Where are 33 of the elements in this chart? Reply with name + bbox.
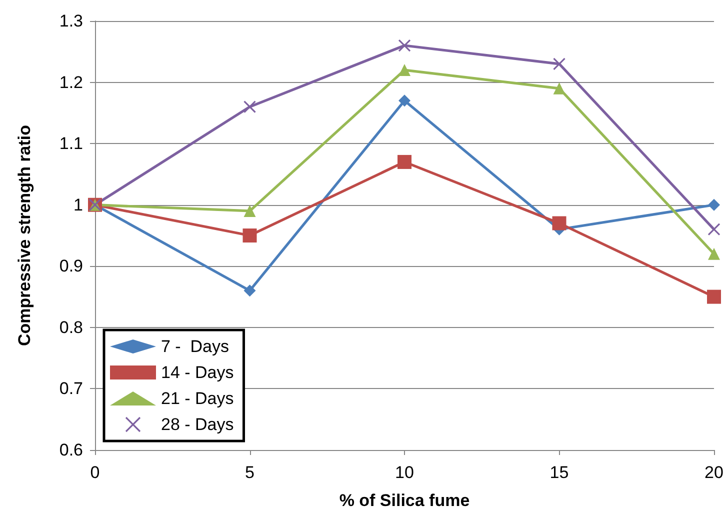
point	[552, 216, 566, 230]
x-axis-title: % of Silica fume	[339, 491, 470, 510]
point	[708, 248, 720, 260]
y-axis-title: Compressive strength ratio	[15, 124, 34, 346]
point	[398, 64, 410, 76]
x-tick-label: 0	[90, 463, 100, 482]
legend-label: 28 - Days	[161, 415, 234, 434]
point	[707, 290, 721, 304]
legend-label: 14 - Days	[161, 363, 234, 382]
point	[553, 82, 566, 94]
point	[552, 58, 566, 70]
point	[242, 228, 257, 242]
point	[398, 39, 411, 52]
legend-label: 7 - Days	[161, 337, 230, 356]
legend-label: 21 - Days	[161, 389, 234, 408]
y-tick-label: 1.3	[59, 12, 83, 30]
y-tick-label: 1.1	[59, 134, 83, 154]
y-tick-label: 1.2	[59, 72, 83, 92]
point	[244, 284, 256, 297]
x-tick-label: 20	[704, 463, 724, 482]
y-tick-label: 1	[74, 195, 83, 214]
point	[708, 198, 720, 211]
y-tick-label: 0.7	[59, 379, 83, 398]
x-tick-label: 5	[245, 463, 254, 482]
x-tick-label: 15	[550, 463, 569, 482]
y-tick-label: 0.9	[59, 256, 83, 276]
point	[398, 94, 410, 107]
point	[244, 204, 256, 217]
y-tick-label: 0.8	[59, 318, 83, 337]
point	[243, 100, 256, 114]
point	[398, 154, 412, 169]
x-tick-label: 10	[395, 463, 414, 482]
y-tick-label: 0.6	[59, 440, 83, 460]
